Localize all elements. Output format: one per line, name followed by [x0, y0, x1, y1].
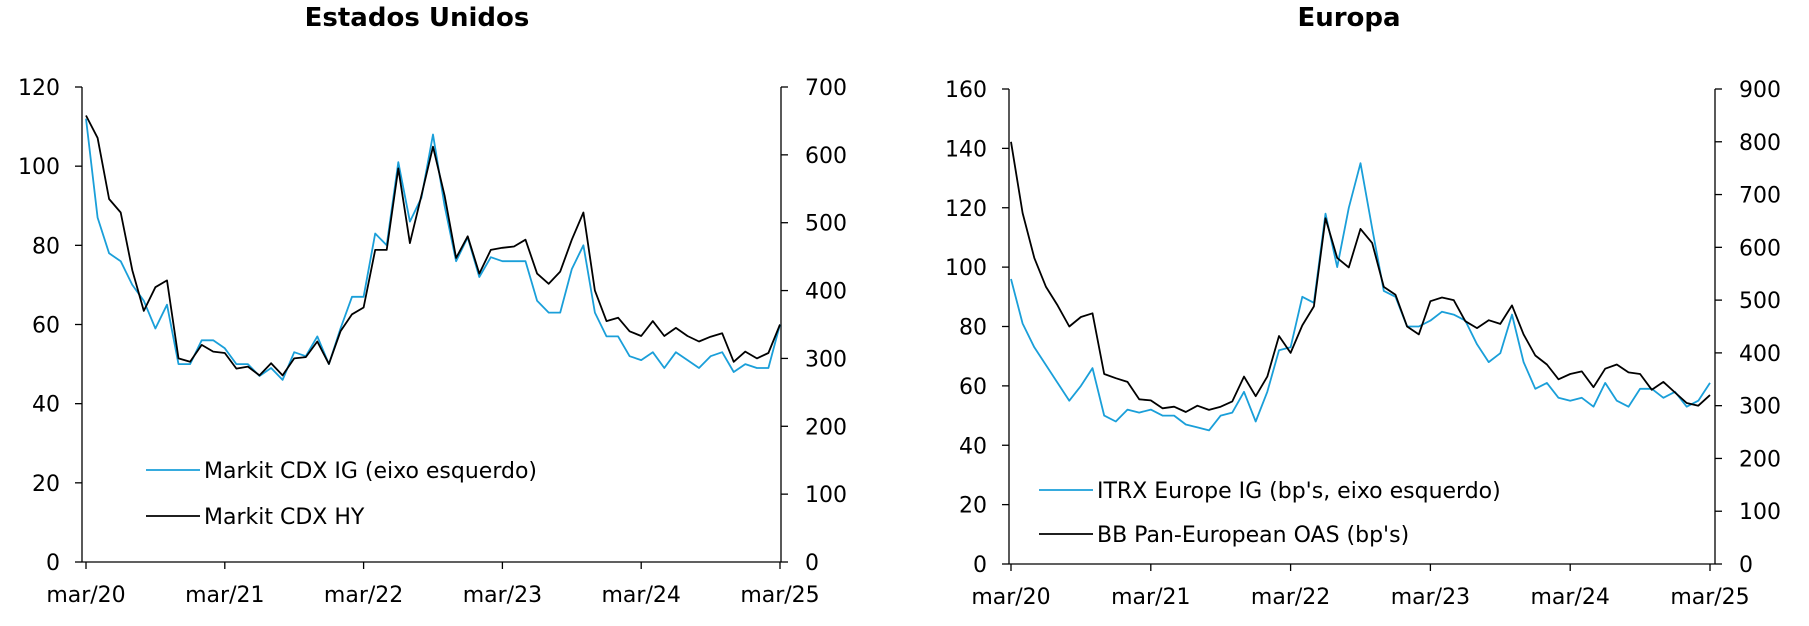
left-y-tick-label: 80: [959, 316, 987, 341]
right-y-tick-label: 600: [805, 144, 847, 169]
series-line-secondary: [85, 115, 781, 377]
right-y-tick-label: 400: [1739, 342, 1781, 367]
x-tick-label: mar/20: [971, 585, 1050, 610]
x-tick-label: mar/21: [185, 583, 264, 608]
legend-label-secondary: Markit CDX HY: [204, 505, 365, 530]
left-y-tick-label: 140: [945, 137, 987, 162]
x-tick-label: mar/23: [463, 583, 542, 608]
right-y-tick-label: 100: [805, 483, 847, 508]
left-y-tick-label: 60: [959, 375, 987, 400]
right-y-tick-label: 300: [1739, 395, 1781, 420]
x-tick-label: mar/23: [1391, 585, 1470, 610]
series-line-primary: [85, 118, 781, 381]
left-y-tick-label: 120: [18, 76, 60, 101]
left-y-tick-label: 0: [46, 551, 60, 576]
right-y-tick-label: 700: [1739, 184, 1781, 209]
right-y-tick-label: 0: [805, 551, 819, 576]
left-y-tick-label: 160: [945, 78, 987, 103]
right-y-tick-label: 300: [805, 347, 847, 372]
right-y-tick-label: 400: [805, 280, 847, 305]
right-y-tick-labels: 0 100 200 300 400 500 600 700 800 900: [1715, 78, 1781, 578]
right-y-tick-labels: 0 100 200 300 400 500 600 700: [781, 76, 847, 576]
right-y-tick-label: 200: [805, 415, 847, 440]
left-y-tick-label: 120: [945, 197, 987, 222]
legend-label-primary: ITRX Europe IG (bp's, eixo esquerdo): [1097, 479, 1501, 504]
x-tick-label: mar/25: [1670, 585, 1749, 610]
legend: ITRX Europe IG (bp's, eixo esquerdo) BB …: [1039, 479, 1501, 548]
right-y-tick-label: 0: [1739, 553, 1753, 578]
left-y-tick-label: 20: [32, 472, 60, 497]
left-y-tick-labels: 0 20 40 60 80 100 120 140 160: [945, 78, 1009, 578]
x-tick-labels: mar/20 mar/21 mar/22 mar/23 mar/24 mar/25: [971, 564, 1750, 610]
x-tick-label: mar/25: [740, 583, 819, 608]
left-y-tick-label: 20: [959, 494, 987, 519]
right-y-tick-label: 900: [1739, 78, 1781, 103]
x-tick-label: mar/22: [1251, 585, 1330, 610]
series-lines: [85, 115, 781, 381]
right-y-tick-label: 500: [805, 212, 847, 237]
left-y-tick-label: 60: [32, 314, 60, 339]
left-y-tick-label: 80: [32, 234, 60, 259]
left-y-tick-label: 100: [945, 256, 987, 281]
chart-panel-estados-unidos: Estados Unidos 0 20 40 60 80 100 120 0 100 200 30…: [18, 3, 847, 608]
left-y-tick-label: 0: [973, 553, 987, 578]
chart-title: Europa: [1297, 3, 1400, 33]
chart-panel-europa: Europa 0 20 40 60 80 100 120 140 160 0 100 200 300 4…: [945, 3, 1781, 610]
left-y-tick-label: 40: [32, 393, 60, 418]
right-y-tick-label: 500: [1739, 289, 1781, 314]
legend-label-secondary: BB Pan-European OAS (bp's): [1097, 523, 1409, 548]
chart-title: Estados Unidos: [305, 3, 530, 33]
x-tick-labels: mar/20 mar/21 mar/22 mar/23 mar/24 mar/25: [46, 562, 820, 608]
legend: Markit CDX IG (eixo esquerdo) Markit CDX…: [146, 459, 537, 530]
x-tick-label: mar/21: [1111, 585, 1190, 610]
series-line-primary: [1010, 162, 1711, 432]
x-tick-label: mar/24: [1531, 585, 1610, 610]
right-y-tick-label: 100: [1739, 500, 1781, 525]
series-lines: [1010, 141, 1711, 432]
right-y-tick-label: 800: [1739, 131, 1781, 156]
legend-label-primary: Markit CDX IG (eixo esquerdo): [204, 459, 537, 484]
x-tick-label: mar/24: [602, 583, 681, 608]
right-y-tick-label: 700: [805, 76, 847, 101]
right-y-tick-label: 200: [1739, 447, 1781, 472]
left-y-tick-label: 40: [959, 434, 987, 459]
x-tick-label: mar/20: [46, 583, 125, 608]
left-y-tick-label: 100: [18, 155, 60, 180]
right-y-tick-label: 600: [1739, 236, 1781, 261]
x-tick-label: mar/22: [324, 583, 403, 608]
left-y-tick-labels: 0 20 40 60 80 100 120: [18, 76, 82, 576]
series-line-secondary: [1010, 141, 1711, 413]
